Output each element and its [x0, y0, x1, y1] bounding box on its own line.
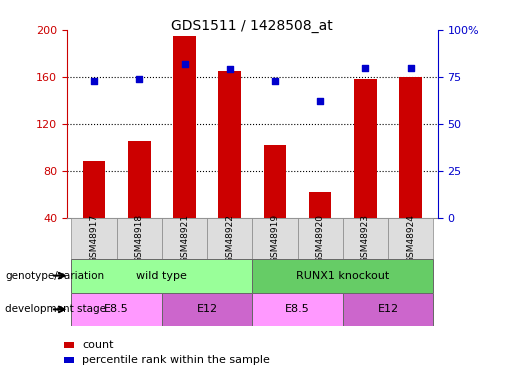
Point — [316, 98, 324, 104]
Text: GSM48924: GSM48924 — [406, 214, 415, 262]
FancyBboxPatch shape — [162, 292, 252, 326]
Text: genotype/variation: genotype/variation — [5, 271, 104, 280]
Bar — [83, 161, 106, 264]
Text: GSM48919: GSM48919 — [270, 214, 280, 262]
Text: GSM48917: GSM48917 — [90, 214, 98, 262]
Text: percentile rank within the sample: percentile rank within the sample — [82, 355, 270, 365]
Point — [180, 61, 188, 67]
Text: GSM48921: GSM48921 — [180, 214, 189, 262]
Point — [271, 78, 279, 84]
FancyBboxPatch shape — [72, 292, 162, 326]
Bar — [399, 77, 422, 264]
Bar — [354, 79, 376, 264]
FancyBboxPatch shape — [343, 217, 388, 259]
Text: GSM48922: GSM48922 — [225, 214, 234, 262]
Bar — [309, 192, 332, 264]
Point — [362, 64, 370, 70]
Point — [90, 78, 98, 84]
Bar — [264, 145, 286, 264]
Bar — [128, 141, 150, 264]
FancyBboxPatch shape — [72, 217, 117, 259]
FancyBboxPatch shape — [162, 217, 207, 259]
FancyBboxPatch shape — [298, 217, 343, 259]
FancyBboxPatch shape — [252, 217, 298, 259]
FancyBboxPatch shape — [252, 259, 433, 292]
FancyBboxPatch shape — [252, 292, 343, 326]
Text: E12: E12 — [377, 304, 399, 314]
Point — [406, 64, 415, 70]
FancyBboxPatch shape — [117, 217, 162, 259]
FancyBboxPatch shape — [207, 217, 252, 259]
Text: wild type: wild type — [136, 271, 187, 280]
Text: GDS1511 / 1428508_at: GDS1511 / 1428508_at — [171, 19, 333, 33]
Text: GSM48923: GSM48923 — [361, 214, 370, 262]
Text: development stage: development stage — [5, 304, 106, 314]
Text: count: count — [82, 340, 114, 350]
Point — [135, 76, 143, 82]
FancyBboxPatch shape — [343, 292, 433, 326]
Text: E8.5: E8.5 — [105, 304, 129, 314]
Point — [226, 66, 234, 72]
Bar — [173, 36, 196, 264]
Text: E8.5: E8.5 — [285, 304, 310, 314]
Text: E12: E12 — [197, 304, 218, 314]
FancyBboxPatch shape — [72, 259, 252, 292]
Text: GSM48920: GSM48920 — [316, 214, 324, 262]
FancyBboxPatch shape — [388, 217, 433, 259]
Text: GSM48918: GSM48918 — [135, 214, 144, 262]
Bar — [218, 71, 241, 264]
Text: RUNX1 knockout: RUNX1 knockout — [296, 271, 389, 280]
